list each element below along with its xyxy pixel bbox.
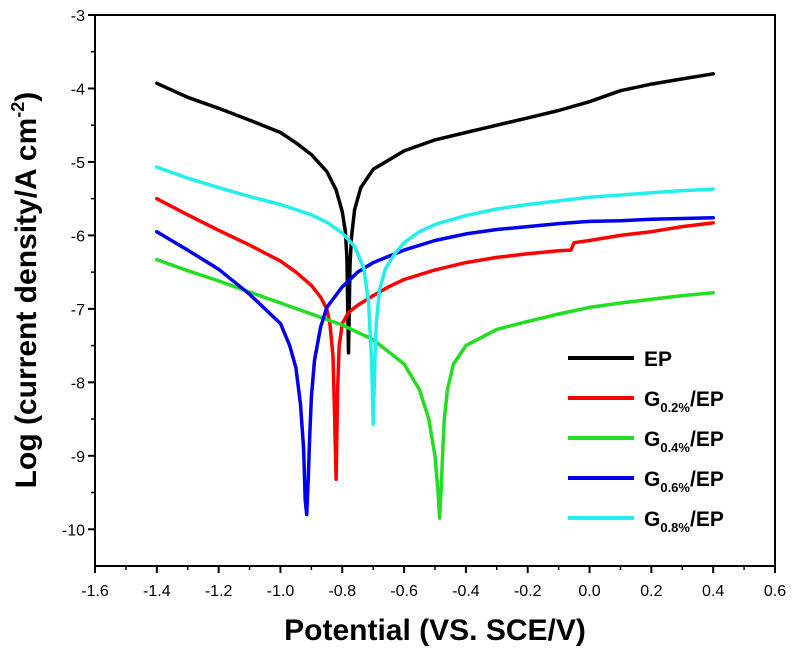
x-tick-label: 0.6 <box>764 583 786 600</box>
x-axis-title: Potential (VS. SCE/V) <box>284 614 586 647</box>
series-line-4 <box>155 165 715 426</box>
legend-label-0: EP <box>644 348 672 371</box>
x-tick-label: -1.4 <box>143 583 171 600</box>
series-line-0 <box>155 72 715 355</box>
legend-label-1: G0.2%/EP <box>644 388 724 415</box>
x-tick-label: -0.2 <box>514 583 542 600</box>
y-axis-title: Log (current density/A cm-2) <box>8 92 43 489</box>
x-tick-label: -0.8 <box>328 583 356 600</box>
y-tick-label: -8 <box>71 375 85 392</box>
y-tick-label: -7 <box>71 302 85 319</box>
x-axis: -1.6 -1.4 -1.2 -1.0 -0.8 -0.6 -0.4 -0.2 0.0 0.2 0.… <box>81 566 786 600</box>
x-tick-label: -0.6 <box>390 583 418 600</box>
y-tick-label: -5 <box>71 155 85 172</box>
legend-label-4: G0.8%/EP <box>644 508 724 535</box>
series-line-3 <box>155 216 715 517</box>
series-layer <box>155 72 715 520</box>
y-tick-label: -10 <box>62 522 85 539</box>
y-axis-title-superscript: -2 <box>8 102 28 118</box>
x-tick-label: -1.0 <box>267 583 295 600</box>
x-tick-label: -0.4 <box>452 583 480 600</box>
y-axis-title-close: ) <box>10 92 43 102</box>
x-tick-label: -1.6 <box>81 583 109 600</box>
y-tick-label: -3 <box>71 8 85 25</box>
legend-label-2: G0.4%/EP <box>644 428 724 455</box>
y-tick-label: -9 <box>71 449 85 466</box>
x-tick-label: 0.0 <box>578 583 600 600</box>
x-tick-label: -1.2 <box>205 583 233 600</box>
y-axis-title-main: Log (current density/A cm <box>10 118 43 489</box>
x-tick-label: 0.2 <box>640 583 662 600</box>
series-line-2 <box>155 257 715 520</box>
x-tick-label: 0.4 <box>702 583 724 600</box>
y-axis: -10 -9 -8 -7 -6 -5 -4 -3 <box>62 8 95 539</box>
series-line-1 <box>155 196 715 482</box>
legend: EP G0.2%/EP G0.4%/EP G0.6%/EP G0.8%/EP <box>568 348 724 535</box>
legend-label-3: G0.6%/EP <box>644 468 724 495</box>
y-tick-label: -4 <box>71 81 85 98</box>
y-tick-label: -6 <box>71 228 85 245</box>
